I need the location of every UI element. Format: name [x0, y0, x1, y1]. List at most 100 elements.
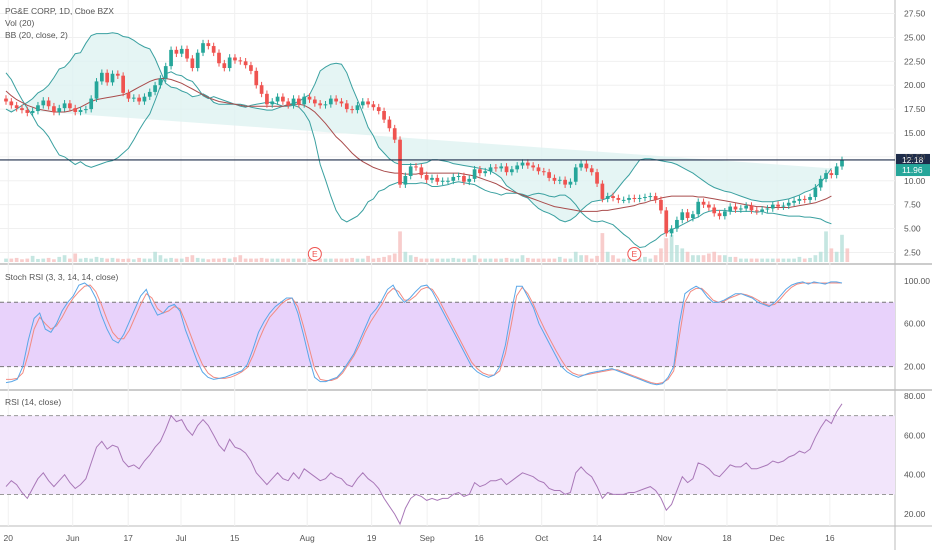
- candle-body: [520, 162, 525, 166]
- stoch-tick-label: 60.00: [904, 319, 926, 329]
- candle-body: [525, 162, 530, 166]
- volume-bar: [270, 258, 275, 262]
- candle-body: [536, 167, 541, 172]
- candle-body: [339, 101, 344, 104]
- volume-bar: [291, 258, 296, 262]
- candle-body: [302, 96, 307, 105]
- volume-bar: [627, 258, 631, 262]
- volume-bar: [504, 257, 509, 262]
- volume-bar: [680, 248, 685, 262]
- volume-bar: [94, 256, 99, 262]
- candle-body: [174, 49, 179, 54]
- candle-body: [36, 105, 40, 112]
- time-axis[interactable]: 20 Jun 17 Jul 15 Aug 19 Sep 16 Oct 14 Nov 18 Dec 16: [4, 533, 835, 543]
- volume-bar: [707, 253, 711, 262]
- volume-bar: [110, 257, 115, 262]
- volume-bar: [845, 248, 850, 262]
- volume-bar: [643, 256, 647, 262]
- volume-bar: [776, 258, 780, 262]
- volume-bar: [281, 258, 285, 262]
- candle-body: [243, 61, 248, 66]
- volume-bar: [259, 257, 264, 262]
- candle-body: [472, 169, 477, 179]
- x-tick-label: Nov: [657, 533, 673, 543]
- rsi-line: [5, 403, 843, 526]
- volume-bar: [797, 256, 802, 262]
- volume-bar: [371, 258, 376, 262]
- candle-body: [744, 205, 749, 209]
- candle-body: [738, 208, 743, 210]
- candle-body: [707, 204, 711, 208]
- x-tick-label: 14: [592, 533, 602, 543]
- volume-bar: [552, 258, 557, 262]
- volume-legend[interactable]: Vol (20): [5, 18, 34, 28]
- price-axis[interactable]: 27.50 25.00 22.50 20.00 17.50 15.00 12.50 10.00…: [904, 9, 930, 520]
- volume-bar: [249, 258, 253, 262]
- price-tick-label: 10.00: [904, 176, 926, 186]
- candle-body: [616, 197, 621, 200]
- volume-bar: [792, 258, 796, 262]
- candle-body: [163, 66, 168, 79]
- bb-lower-line: [5, 71, 832, 249]
- candle-body: [760, 209, 764, 212]
- volume-bar: [557, 256, 562, 262]
- volume-bar: [318, 258, 323, 262]
- volume-bar: [653, 255, 658, 262]
- volume-bar: [733, 256, 738, 262]
- volume-bar: [813, 255, 818, 262]
- candle-body: [781, 205, 786, 207]
- candle-body: [717, 213, 722, 217]
- candle-body: [307, 96, 312, 100]
- price-tick-label: 12.50: [904, 152, 926, 162]
- price-tick-label: 15.00: [904, 128, 926, 138]
- stoch-band-fill: [0, 302, 895, 367]
- symbol-legend[interactable]: PG&E CORP, 1D, Cboe BZX: [5, 6, 114, 16]
- candle-body: [238, 60, 243, 62]
- volume-bar: [824, 231, 828, 262]
- x-tick-label: 17: [123, 533, 133, 543]
- candle-body: [46, 100, 51, 107]
- volume-bar: [749, 258, 754, 262]
- volume-bar: [478, 258, 482, 262]
- bb-basis-line: [5, 78, 832, 212]
- candle-body: [110, 73, 115, 83]
- candle-body: [89, 98, 94, 110]
- candle-body: [808, 197, 812, 200]
- price-tick-label: 20.00: [904, 80, 926, 90]
- volume-bar: [760, 258, 764, 262]
- rsi-legend[interactable]: RSI (14, close): [5, 397, 61, 407]
- candle-body: [78, 110, 83, 112]
- candle-body: [669, 228, 674, 234]
- candle-body: [153, 85, 157, 92]
- volume-bar: [685, 251, 690, 262]
- candle-body: [446, 180, 450, 182]
- candle-body: [62, 103, 67, 109]
- volume-bar: [158, 255, 163, 262]
- candle-body: [834, 166, 839, 176]
- candle-body: [435, 177, 440, 182]
- volume-bar: [211, 258, 216, 262]
- volume-bar: [712, 251, 717, 262]
- price-tick-label: 5.00: [904, 224, 921, 234]
- volume-bar: [153, 251, 157, 262]
- candle-body: [589, 168, 594, 173]
- candle-body: [776, 204, 780, 207]
- candle-body: [494, 167, 498, 169]
- volume-bar: [307, 257, 312, 262]
- volume-bar: [254, 258, 259, 262]
- stoch-legend[interactable]: Stoch RSI (3, 3, 14, 14, close): [5, 272, 119, 282]
- candle-body: [99, 72, 104, 82]
- candle-body: [600, 183, 605, 199]
- bb-legend[interactable]: BB (20, close, 2): [5, 30, 68, 40]
- candle-body: [52, 106, 56, 112]
- volume-bar: [723, 255, 727, 262]
- candle-body: [680, 212, 685, 220]
- candle-body: [643, 197, 647, 199]
- price-tick-label: 17.50: [904, 104, 926, 114]
- candle-body: [723, 211, 727, 217]
- candle-body: [392, 128, 397, 140]
- x-tick-label: Sep: [420, 533, 435, 543]
- volume-bar: [605, 251, 610, 262]
- volume-bar: [238, 255, 243, 262]
